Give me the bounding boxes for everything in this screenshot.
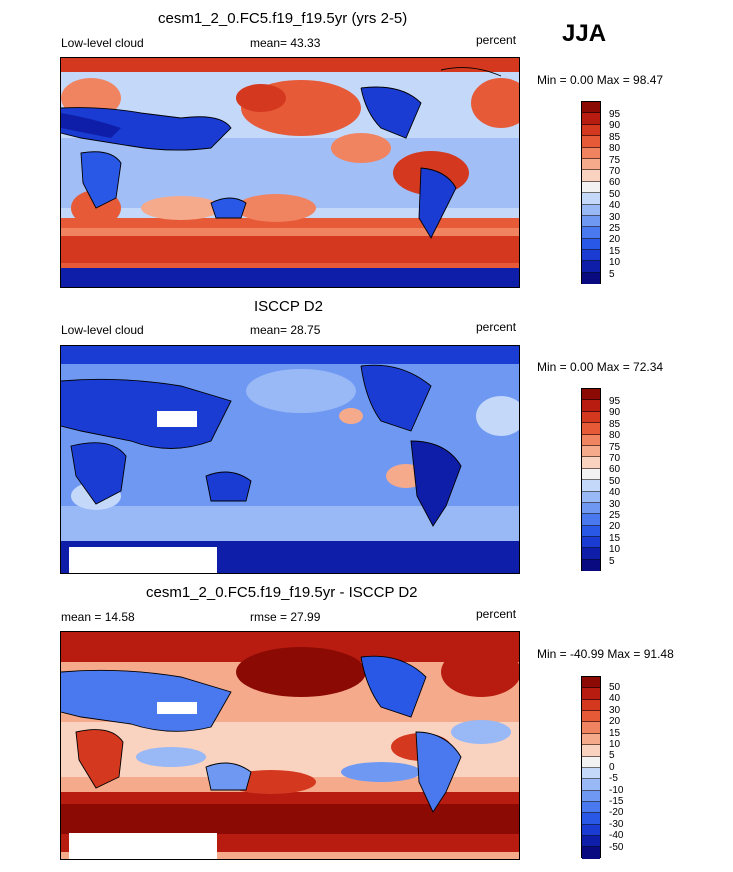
- panel-2-map: [60, 345, 520, 574]
- colorbar-tick: 40: [609, 200, 621, 211]
- colorbar-tick: 30: [609, 499, 621, 510]
- south-america-land: [416, 732, 461, 812]
- colorbar-tick: 80: [609, 430, 621, 441]
- colorbar-tick: 25: [609, 223, 621, 234]
- panel-2-mean-label: mean= 28.75: [250, 323, 321, 337]
- north-pacific-bias: [236, 647, 366, 697]
- colorbar-tick: 20: [609, 716, 621, 727]
- eurasia-land: [61, 107, 231, 151]
- panel-2-colorbar: [581, 388, 601, 572]
- colorbar-tick: 50: [609, 682, 621, 693]
- antarctica-region: [61, 268, 519, 287]
- coastlines: [61, 655, 462, 813]
- colorbar-tick: 20: [609, 234, 621, 245]
- panel-3-rmse-label: rmse = 27.99: [250, 610, 321, 624]
- africa-land: [81, 151, 121, 208]
- south-america-land: [419, 168, 456, 238]
- colorbar-tick: -15: [609, 796, 624, 807]
- colorbar-tick: 70: [609, 453, 621, 464]
- missing-data-tibet: [157, 702, 197, 714]
- colorbar-tick: 5: [609, 269, 615, 280]
- colorbar-tick: 90: [609, 120, 621, 131]
- colorbar-tick: -20: [609, 807, 624, 818]
- panel-1-units-label: percent: [476, 33, 517, 47]
- colorbar-tick: 50: [609, 189, 621, 200]
- colorbar-tick: -30: [609, 819, 624, 830]
- north-america-land: [361, 365, 431, 431]
- panel-2-minmax-label: Min = 0.00 Max = 72.34: [537, 360, 664, 374]
- panel-1-minmax-label: Min = 0.00 Max = 98.47: [537, 73, 664, 87]
- colorbar-tick: 90: [609, 407, 621, 418]
- colorbar-tick: 95: [609, 396, 621, 407]
- panel-2-units-label: percent: [476, 320, 517, 334]
- colorbar-tick: 5: [609, 750, 615, 761]
- panel-2-variable-label: Low-level cloud: [61, 323, 144, 337]
- colorbar-tick: 30: [609, 705, 621, 716]
- coastlines: [61, 67, 502, 239]
- colorbar-tick: -10: [609, 785, 624, 796]
- colorbar-tick: -5: [609, 773, 618, 784]
- colorbar-tick: 20: [609, 521, 621, 532]
- colorbar-tick: -50: [609, 842, 624, 853]
- missing-data-tibet: [157, 411, 197, 427]
- colorbar-tick: 15: [609, 533, 621, 544]
- colorbar-tick: 50: [609, 476, 621, 487]
- panel-3-colorbar: [581, 676, 601, 859]
- missing-data-antarctica: [69, 547, 217, 573]
- colorbar-tick: 85: [609, 132, 621, 143]
- panel-3-map-svg: [61, 632, 519, 859]
- colorbar-tick: 15: [609, 728, 621, 739]
- panel-3-units-label: percent: [476, 607, 517, 621]
- southern-ocean-belt: [61, 506, 519, 546]
- africa-land: [71, 442, 126, 504]
- panel-1-mean-label: mean= 43.33: [250, 36, 321, 50]
- north-atlantic-cloud: [471, 78, 519, 128]
- north-atlantic-bias: [441, 647, 519, 697]
- australia-land: [211, 198, 246, 218]
- panel-1-map-svg: [61, 58, 519, 287]
- colorbar-tick: 85: [609, 419, 621, 430]
- colorbar-tick: 0: [609, 762, 615, 773]
- season-label: JJA: [562, 20, 607, 47]
- panel-1-variable-label: Low-level cloud: [61, 36, 144, 50]
- coastlines: [61, 364, 462, 527]
- colorbar-tick: 60: [609, 464, 621, 475]
- colorbar-tick: 75: [609, 442, 621, 453]
- pacific-high-cloud-spot: [339, 408, 363, 424]
- panel-1-colorbar: [581, 101, 601, 285]
- missing-data-antarctica: [69, 833, 217, 859]
- south-america-land: [411, 441, 461, 526]
- colorbar-tick: 10: [609, 257, 621, 268]
- colorbar-tick: 95: [609, 109, 621, 120]
- africa-land: [76, 729, 123, 788]
- colorbar-tick: 60: [609, 177, 621, 188]
- north-america-land: [361, 87, 421, 138]
- panel-3-map: [60, 631, 520, 860]
- panel-1-map: [60, 57, 520, 288]
- north-america-land: [361, 656, 426, 717]
- panel-2-map-svg: [61, 346, 519, 573]
- panel-2-title: ISCCP D2: [254, 298, 323, 315]
- colorbar-tick: 5: [609, 556, 615, 567]
- colorbar-tick: -40: [609, 830, 624, 841]
- australia-land: [206, 763, 251, 790]
- colorbar-tick: 40: [609, 693, 621, 704]
- colorbar-tick: 10: [609, 544, 621, 555]
- colorbar-tick: 30: [609, 212, 621, 223]
- colorbar-tick: 40: [609, 487, 621, 498]
- colorbar-tick: 80: [609, 143, 621, 154]
- panel-1-title: cesm1_2_0.FC5.f19_f19.5yr (yrs 2-5): [158, 10, 408, 27]
- colorbar-tick: 70: [609, 166, 621, 177]
- eurasia-land: [61, 670, 231, 732]
- panel-3-title: cesm1_2_0.FC5.f19_f19.5yr - ISCCP D2: [146, 584, 418, 601]
- colorbar-tick: 15: [609, 246, 621, 257]
- eurasia-land: [61, 379, 231, 449]
- colorbar-tick: 25: [609, 510, 621, 521]
- colorbar-tick: 10: [609, 739, 621, 750]
- australia-land: [206, 472, 251, 501]
- panel-3-mean-label: mean = 14.58: [61, 610, 135, 624]
- colorbar-tick: 75: [609, 155, 621, 166]
- panel-3-minmax-label: Min = -40.99 Max = 91.48: [537, 647, 674, 661]
